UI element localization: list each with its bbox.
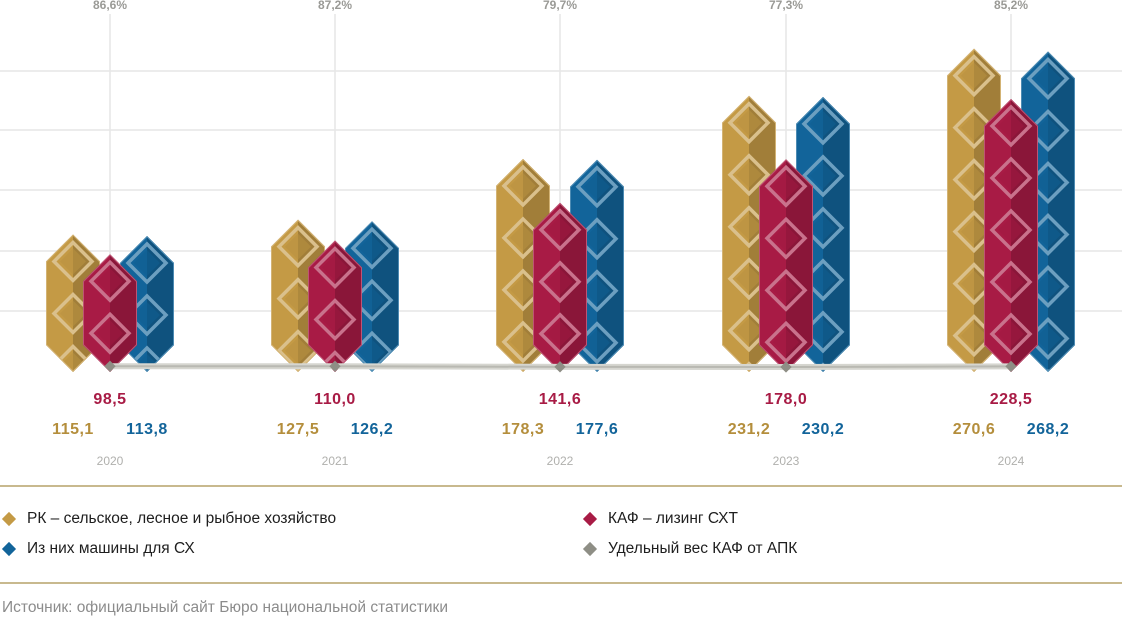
bar-kaf-2022 xyxy=(533,202,587,372)
legend-bottom-divider xyxy=(0,582,1122,584)
share-label-2020: 86,6% xyxy=(93,0,127,12)
legend-rk-label: РК – сельское, лесное и рыбное хозяйство xyxy=(27,510,337,527)
bar-mach-2022 xyxy=(570,159,624,372)
bar-kaf-2021 xyxy=(308,240,362,372)
share-label-2022: 79,7% xyxy=(543,0,577,12)
source-note: Источник: официальный сайт Бюро национал… xyxy=(2,599,448,616)
bar-kaf-2020 xyxy=(83,254,137,372)
rk-value-label-2020: 115,1 xyxy=(52,421,94,438)
legend-item-share: Удельный вес КАФ от АПК xyxy=(582,540,798,558)
share-point-2022 xyxy=(554,361,566,373)
year-label-2020: 2020 xyxy=(97,454,124,468)
chart: 86,6% 87,2% 79,7% 77,3% 85,2% 98,5 115,1 113,8 2… xyxy=(0,0,1122,468)
kaf-value-label-2023: 178,0 xyxy=(765,391,808,408)
legend-item-rk: РК – сельское, лесное и рыбное хозяйство xyxy=(1,510,337,528)
kaf-value-label-2021: 110,0 xyxy=(314,391,356,408)
bar-kaf-2024 xyxy=(984,98,1038,372)
rk-value-label-2023: 231,2 xyxy=(728,421,771,438)
kaf-value-label-2024: 228,5 xyxy=(990,391,1033,408)
share-point-2024 xyxy=(1005,360,1017,373)
mach-value-label-2024: 268,2 xyxy=(1027,421,1070,438)
year-label-2022: 2022 xyxy=(547,454,574,468)
share-point-2021 xyxy=(329,360,341,372)
legend-mach-diamond-icon xyxy=(1,541,17,557)
legend-mach-label: Из них машины для СХ xyxy=(27,540,195,557)
share-label-2021: 87,2% xyxy=(318,0,352,12)
kaf-value-label-2020: 98,5 xyxy=(93,391,126,408)
legend-rk-diamond-icon xyxy=(1,511,17,527)
share-point-2023 xyxy=(780,361,792,373)
mach-value-label-2022: 177,6 xyxy=(576,421,619,438)
kaf-value-label-2022: 141,6 xyxy=(539,391,582,408)
legend-item-mach: Из них машины для СХ xyxy=(1,540,195,558)
year-label-2023: 2023 xyxy=(773,454,800,468)
legend-share-diamond-icon xyxy=(582,541,598,557)
rk-value-label-2024: 270,6 xyxy=(953,421,996,438)
legend-kaf-diamond-icon xyxy=(582,511,598,527)
share-label-2024: 85,2% xyxy=(994,0,1028,12)
legend-kaf-label: КАФ – лизинг СХТ xyxy=(608,510,738,527)
rk-value-label-2021: 127,5 xyxy=(277,421,320,438)
bar-kaf-2023 xyxy=(759,159,813,372)
mach-value-label-2023: 230,2 xyxy=(802,421,845,438)
year-label-2024: 2024 xyxy=(998,454,1025,468)
mach-value-label-2021: 126,2 xyxy=(351,421,394,438)
rk-value-label-2022: 178,3 xyxy=(502,421,545,438)
share-label-2023: 77,3% xyxy=(769,0,803,12)
legend-top-divider xyxy=(0,485,1122,487)
legend-share-label: Удельный вес КАФ от АПК xyxy=(608,540,798,557)
year-label-2021: 2021 xyxy=(322,454,349,468)
mach-value-label-2020: 113,8 xyxy=(126,421,168,438)
legend-item-kaf: КАФ – лизинг СХТ xyxy=(582,510,738,528)
